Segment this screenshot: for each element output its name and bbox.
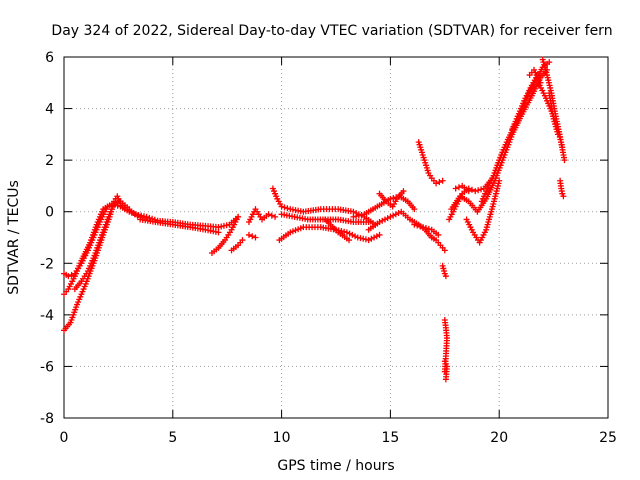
x-tick-label: 25	[599, 430, 617, 446]
tick-labels: 0 5 10 15 20 25 -8 -6 -4 -2 0 2 4 6	[40, 50, 617, 446]
data-point	[268, 212, 275, 219]
data-point	[546, 59, 553, 66]
data-point	[472, 188, 479, 195]
data-point	[384, 215, 391, 222]
data-point	[346, 237, 353, 244]
data-point	[235, 213, 242, 220]
data-point	[400, 188, 407, 195]
data-point	[134, 212, 141, 219]
data-point	[422, 225, 429, 232]
data-point	[411, 221, 418, 228]
data-point	[131, 211, 138, 218]
y-tick-label: -2	[40, 256, 54, 272]
data-point	[387, 195, 394, 202]
data-point	[215, 229, 222, 236]
data-point	[368, 235, 375, 242]
data-point	[435, 231, 442, 238]
data-point	[381, 216, 388, 223]
data-point	[442, 376, 449, 383]
y-tick-label: -4	[40, 308, 54, 324]
data-point	[442, 273, 449, 280]
data-point	[417, 223, 424, 230]
data-point	[387, 213, 394, 220]
data-point	[452, 185, 459, 192]
x-axis-label: GPS time / hours	[277, 458, 394, 474]
y-tick-label: 0	[45, 205, 54, 221]
x-tick-label: 10	[273, 430, 291, 446]
data-point	[111, 200, 118, 207]
data-point	[561, 157, 568, 164]
data-point	[104, 203, 111, 210]
y-tick-label: 6	[45, 50, 54, 66]
y-tick-label: 2	[45, 153, 54, 169]
data-point	[265, 211, 272, 218]
data-point	[439, 177, 446, 184]
data-point	[390, 194, 397, 201]
data-point	[65, 273, 72, 280]
data-point	[392, 211, 399, 218]
data-point	[278, 203, 285, 210]
data-point	[143, 213, 150, 220]
grid	[64, 57, 608, 418]
data-point	[350, 208, 357, 215]
data-point	[414, 222, 421, 229]
x-tick-label: 20	[490, 430, 508, 446]
data-point	[376, 231, 383, 238]
y-tick-label: 4	[45, 102, 54, 118]
data-point	[343, 229, 350, 236]
data-point	[411, 206, 418, 213]
data-point	[455, 184, 462, 191]
data-point	[352, 233, 359, 240]
data-markers	[61, 56, 568, 383]
data-point	[475, 187, 482, 194]
x-tick-label: 0	[60, 430, 69, 446]
data-point	[559, 144, 566, 151]
data-point	[249, 233, 256, 240]
data-point	[390, 212, 397, 219]
axis-ticks	[63, 56, 609, 419]
data-point	[346, 230, 353, 237]
y-tick-label: -6	[40, 359, 54, 375]
data-point	[365, 237, 372, 244]
data-point	[436, 179, 443, 186]
y-axis-label: SDTVAR / TECUs	[6, 180, 22, 295]
data-point	[68, 271, 75, 278]
data-point	[114, 199, 121, 206]
data-point	[465, 188, 472, 195]
data-point	[425, 225, 432, 232]
data-point	[496, 177, 503, 184]
x-tick-label: 5	[168, 430, 177, 446]
data-point	[433, 180, 440, 187]
chart-title: Day 324 of 2022, Sidereal Day-to-day VTE…	[51, 23, 612, 39]
data-point	[239, 237, 246, 244]
data-point	[554, 131, 561, 138]
data-point	[252, 234, 259, 241]
data-point	[373, 233, 380, 240]
data-point	[245, 231, 252, 238]
data-point	[504, 136, 511, 143]
data-point	[281, 204, 288, 211]
data-point	[371, 234, 378, 241]
data-point	[129, 210, 135, 217]
plot-frame	[63, 56, 609, 419]
data-point	[420, 224, 427, 231]
data-point	[284, 205, 291, 212]
data-point	[478, 186, 485, 193]
data-point	[469, 186, 475, 193]
data-point	[376, 219, 383, 226]
data-point	[441, 247, 448, 254]
x-tick-label: 15	[381, 430, 399, 446]
data-point	[560, 193, 567, 200]
data-point	[126, 206, 133, 213]
data-point	[379, 217, 386, 224]
data-point	[272, 213, 279, 220]
data-point	[365, 219, 372, 226]
y-tick-label: -8	[40, 411, 54, 427]
data-point	[349, 231, 356, 238]
